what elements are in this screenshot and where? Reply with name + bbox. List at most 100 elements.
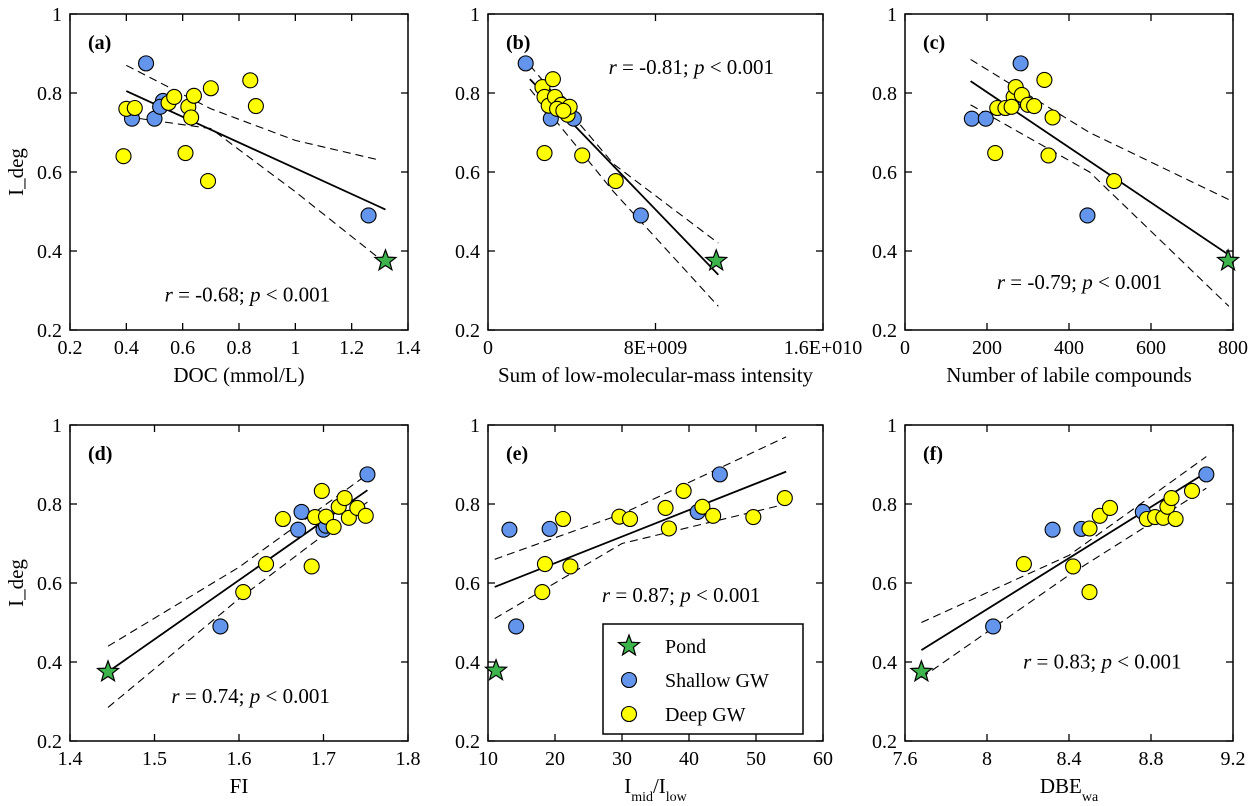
x-tick-label: 0 bbox=[900, 337, 910, 359]
stat-annotation: r = -0.68; p < 0.001 bbox=[165, 283, 330, 307]
deep-gw-point bbox=[1167, 510, 1184, 528]
pond-point bbox=[1215, 248, 1241, 272]
deep-gw-point bbox=[1101, 499, 1119, 517]
deep-gw-point bbox=[257, 555, 275, 573]
x-tick-label: 9.2 bbox=[1221, 748, 1246, 770]
x-tick-label: 0.2 bbox=[58, 337, 83, 359]
shallow-gw-point bbox=[517, 55, 534, 72]
deep-gw-point bbox=[357, 507, 374, 524]
x-tick-label: 600 bbox=[1136, 337, 1166, 359]
y-tick-label: 1 bbox=[887, 4, 897, 26]
x-tick-label: 50 bbox=[746, 748, 766, 770]
x-axis-label: Sum of low-molecular-mass intensity bbox=[498, 363, 814, 387]
shallow-gw-point bbox=[711, 466, 728, 483]
pond-point bbox=[95, 659, 121, 683]
panel-label: (f) bbox=[923, 443, 943, 465]
deep-gw-point bbox=[325, 518, 342, 535]
deep-gw-point bbox=[1081, 584, 1098, 601]
shallow-gw-point bbox=[632, 207, 649, 224]
x-tick-label: 1.7 bbox=[311, 748, 336, 770]
y-tick-label: 0.8 bbox=[37, 494, 62, 516]
legend-shallow-marker bbox=[620, 671, 638, 689]
deep-gw-point bbox=[554, 510, 572, 528]
x-axis-label: DBEwa bbox=[1040, 774, 1099, 805]
stat-annotation: r = -0.79; p < 0.001 bbox=[997, 270, 1162, 294]
deep-gw-point bbox=[303, 558, 320, 575]
y-tick-label: 0.2 bbox=[872, 320, 897, 342]
deep-gw-point bbox=[235, 584, 252, 601]
y-tick-label: 1 bbox=[887, 415, 897, 437]
y-tick-label: 0.2 bbox=[872, 731, 897, 753]
ci-lower-band bbox=[529, 88, 719, 307]
deep-gw-point bbox=[987, 144, 1004, 162]
x-tick-label: 0 bbox=[483, 337, 493, 359]
deep-gw-point bbox=[544, 71, 561, 88]
deep-gw-point bbox=[745, 508, 762, 526]
shallow-gw-point bbox=[1198, 466, 1215, 483]
ci-upper-band bbox=[921, 456, 1207, 624]
deep-gw-point bbox=[177, 144, 194, 162]
x-tick-label: 400 bbox=[1054, 337, 1084, 359]
shallow-gw-point bbox=[1044, 521, 1061, 538]
panel-a: 0.2 0.4 0.6 0.8 1 1.2 1.4 0.2 0.4 0.6 0.8 1 DOC (mmo… bbox=[4, 4, 421, 387]
shallow-gw-point bbox=[963, 110, 980, 127]
legend-label: Shallow GW bbox=[665, 670, 769, 692]
deep-gw-point bbox=[183, 109, 200, 126]
deep-gw-point bbox=[1026, 97, 1043, 115]
x-tick-label: 8.8 bbox=[1139, 748, 1164, 770]
y-tick-label: 1 bbox=[470, 415, 480, 437]
y-tick-label: 0.4 bbox=[37, 241, 62, 263]
y-tick-label: 0.6 bbox=[455, 573, 480, 595]
ci-upper-band bbox=[126, 64, 380, 161]
deep-gw-point bbox=[1081, 520, 1098, 537]
x-tick-label: 1.6 bbox=[227, 748, 252, 770]
pond-point bbox=[909, 659, 934, 683]
shallow-gw-point bbox=[293, 503, 310, 520]
x-tick-label: 10 bbox=[478, 748, 498, 770]
panel-e: 10 20 30 40 50 60 0.2 0.4 0.6 0.8 1 Imid/Ilow (e) r =… bbox=[455, 415, 833, 805]
deep-gw-point bbox=[1106, 173, 1123, 190]
x-tick-label: 0.6 bbox=[170, 337, 195, 359]
deep-gw-point bbox=[694, 498, 711, 515]
shallow-gw-point bbox=[290, 521, 307, 538]
panel-label: (a) bbox=[88, 32, 111, 54]
pond-point bbox=[483, 657, 509, 681]
x-tick-label: 0.8 bbox=[227, 337, 252, 359]
y-tick-label: 0.6 bbox=[37, 162, 62, 184]
deep-gw-point bbox=[247, 97, 264, 115]
x-tick-label: 8 bbox=[982, 748, 992, 770]
y-tick-label: 0.4 bbox=[872, 241, 897, 263]
deep-gw-point bbox=[1163, 490, 1180, 507]
y-tick-label: 0.8 bbox=[872, 494, 897, 516]
y-tick-label: 0.4 bbox=[455, 241, 480, 263]
legend-label: Pond bbox=[665, 636, 706, 658]
panel-label: (b) bbox=[506, 32, 530, 54]
shallow-gw-point bbox=[501, 521, 518, 538]
y-tick-label: 0.6 bbox=[872, 573, 897, 595]
x-tick-label: 8.4 bbox=[1057, 748, 1082, 770]
ci-upper-band bbox=[494, 436, 787, 560]
y-tick-label: 0.4 bbox=[872, 652, 897, 674]
y-tick-label: 0.8 bbox=[455, 494, 480, 516]
y-tick-label: 0.2 bbox=[37, 731, 62, 753]
pond-point bbox=[704, 248, 729, 272]
deep-gw-point bbox=[202, 80, 219, 97]
deep-gw-point bbox=[536, 144, 553, 162]
shallow-gw-point bbox=[541, 520, 558, 537]
deep-gw-point bbox=[776, 490, 793, 507]
y-tick-label: 0.8 bbox=[37, 83, 62, 105]
deep-gw-point bbox=[621, 510, 639, 528]
panel-d: 1.4 1.5 1.6 1.7 1.8 0.2 0.4 0.6 0.8 1 FI I_deg (d) r … bbox=[4, 415, 421, 798]
y-tick-label: 0.6 bbox=[455, 162, 480, 184]
x-tick-label: 1.2 bbox=[339, 337, 364, 359]
deep-gw-point bbox=[1044, 109, 1061, 126]
ci-lower-band bbox=[126, 116, 381, 260]
panel-label: (e) bbox=[506, 443, 528, 465]
x-tick-label: 0.4 bbox=[114, 337, 139, 359]
ci-upper-band bbox=[970, 58, 1230, 201]
x-tick-label: 30 bbox=[612, 748, 632, 770]
y-tick-label: 0.2 bbox=[455, 320, 480, 342]
deep-gw-point bbox=[1183, 482, 1201, 500]
x-tick-label: 1.4 bbox=[58, 748, 83, 770]
